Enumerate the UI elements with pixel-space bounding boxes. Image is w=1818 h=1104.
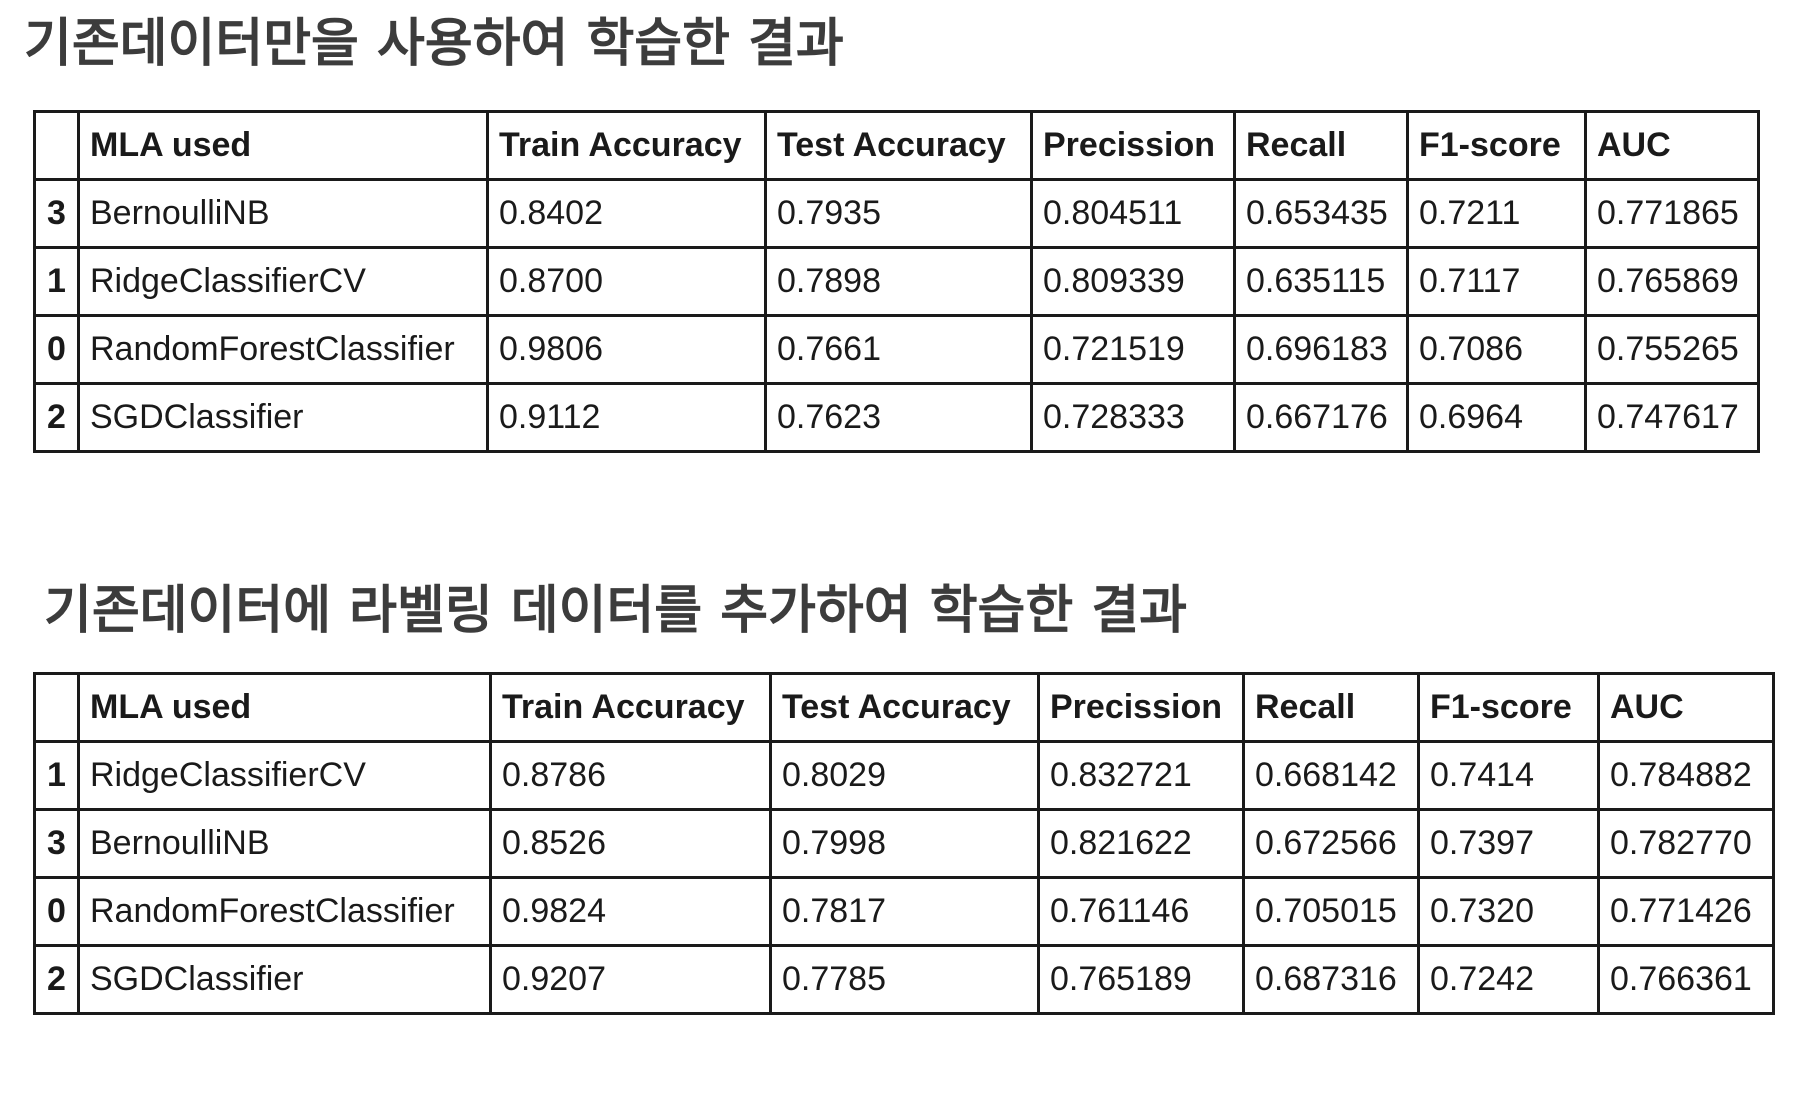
- index-header: [33, 110, 80, 181]
- cell-train-accuracy: 0.9112: [486, 382, 767, 453]
- column-header-train-accuracy: Train Accuracy: [486, 110, 767, 181]
- cell-precission: 0.761146: [1037, 876, 1245, 947]
- cell-train-accuracy: 0.9207: [489, 944, 772, 1015]
- column-header-train-accuracy: Train Accuracy: [489, 672, 772, 743]
- cell-precission: 0.721519: [1030, 314, 1236, 385]
- results-table-baseline: MLA used Train Accuracy Test Accuracy Pr…: [33, 110, 1760, 453]
- row-index: 0: [33, 314, 80, 385]
- cell-train-accuracy: 0.8700: [486, 246, 767, 317]
- cell-test-accuracy: 0.7935: [764, 178, 1033, 249]
- table-row: 0 RandomForestClassifier 0.9806 0.7661 0…: [33, 314, 1760, 385]
- cell-test-accuracy: 0.7661: [764, 314, 1033, 385]
- cell-precission: 0.765189: [1037, 944, 1245, 1015]
- cell-recall: 0.687316: [1242, 944, 1420, 1015]
- column-header-mla-used: MLA used: [77, 110, 489, 181]
- table-header-row: MLA used Train Accuracy Test Accuracy Pr…: [33, 672, 1775, 743]
- row-index: 2: [33, 382, 80, 453]
- column-header-recall: Recall: [1242, 672, 1420, 743]
- cell-train-accuracy: 0.9824: [489, 876, 772, 947]
- cell-precission: 0.728333: [1030, 382, 1236, 453]
- section-title-baseline: 기존데이터만을 사용하여 학습한 결과: [24, 14, 844, 74]
- cell-test-accuracy: 0.7898: [764, 246, 1033, 317]
- cell-test-accuracy: 0.7998: [769, 808, 1040, 879]
- cell-f1-score: 0.7242: [1417, 944, 1600, 1015]
- cell-mla-used: RandomForestClassifier: [77, 314, 489, 385]
- row-index: 2: [33, 944, 80, 1015]
- column-header-recall: Recall: [1233, 110, 1409, 181]
- cell-auc: 0.782770: [1597, 808, 1775, 879]
- section-title-augmented: 기존데이터에 라벨링 데이터를 추가하여 학습한 결과: [44, 581, 1187, 641]
- cell-mla-used: RidgeClassifierCV: [77, 740, 492, 811]
- table-row: 1 RidgeClassifierCV 0.8700 0.7898 0.8093…: [33, 246, 1760, 317]
- cell-f1-score: 0.7397: [1417, 808, 1600, 879]
- row-index: 1: [33, 740, 80, 811]
- column-header-mla-used: MLA used: [77, 672, 492, 743]
- cell-f1-score: 0.7211: [1406, 178, 1587, 249]
- index-header: [33, 672, 80, 743]
- cell-f1-score: 0.7414: [1417, 740, 1600, 811]
- cell-f1-score: 0.6964: [1406, 382, 1587, 453]
- table-row: 2 SGDClassifier 0.9207 0.7785 0.765189 0…: [33, 944, 1775, 1015]
- cell-auc: 0.771865: [1584, 178, 1760, 249]
- row-index: 3: [33, 808, 80, 879]
- cell-mla-used: SGDClassifier: [77, 382, 489, 453]
- cell-mla-used: SGDClassifier: [77, 944, 492, 1015]
- table-row: 3 BernoulliNB 0.8402 0.7935 0.804511 0.6…: [33, 178, 1760, 249]
- cell-train-accuracy: 0.8786: [489, 740, 772, 811]
- column-header-precission: Precission: [1030, 110, 1236, 181]
- cell-precission: 0.832721: [1037, 740, 1245, 811]
- table-row: 3 BernoulliNB 0.8526 0.7998 0.821622 0.6…: [33, 808, 1775, 879]
- cell-mla-used: RandomForestClassifier: [77, 876, 492, 947]
- cell-mla-used: BernoulliNB: [77, 178, 489, 249]
- cell-precission: 0.804511: [1030, 178, 1236, 249]
- table-row: 1 RidgeClassifierCV 0.8786 0.8029 0.8327…: [33, 740, 1775, 811]
- cell-f1-score: 0.7117: [1406, 246, 1587, 317]
- column-header-f1-score: F1-score: [1417, 672, 1600, 743]
- column-header-f1-score: F1-score: [1406, 110, 1587, 181]
- cell-auc: 0.771426: [1597, 876, 1775, 947]
- cell-precission: 0.821622: [1037, 808, 1245, 879]
- row-index: 0: [33, 876, 80, 947]
- cell-auc: 0.784882: [1597, 740, 1775, 811]
- cell-recall: 0.667176: [1233, 382, 1409, 453]
- column-header-test-accuracy: Test Accuracy: [769, 672, 1040, 743]
- cell-train-accuracy: 0.8526: [489, 808, 772, 879]
- cell-recall: 0.705015: [1242, 876, 1420, 947]
- cell-recall: 0.696183: [1233, 314, 1409, 385]
- cell-train-accuracy: 0.9806: [486, 314, 767, 385]
- cell-test-accuracy: 0.7785: [769, 944, 1040, 1015]
- column-header-auc: AUC: [1584, 110, 1760, 181]
- cell-recall: 0.668142: [1242, 740, 1420, 811]
- cell-train-accuracy: 0.8402: [486, 178, 767, 249]
- table-header-row: MLA used Train Accuracy Test Accuracy Pr…: [33, 110, 1760, 181]
- cell-test-accuracy: 0.7817: [769, 876, 1040, 947]
- column-header-test-accuracy: Test Accuracy: [764, 110, 1033, 181]
- column-header-auc: AUC: [1597, 672, 1775, 743]
- row-index: 3: [33, 178, 80, 249]
- cell-recall: 0.672566: [1242, 808, 1420, 879]
- row-index: 1: [33, 246, 80, 317]
- table-row: 0 RandomForestClassifier 0.9824 0.7817 0…: [33, 876, 1775, 947]
- cell-auc: 0.766361: [1597, 944, 1775, 1015]
- cell-auc: 0.747617: [1584, 382, 1760, 453]
- cell-f1-score: 0.7320: [1417, 876, 1600, 947]
- cell-test-accuracy: 0.8029: [769, 740, 1040, 811]
- column-header-precission: Precission: [1037, 672, 1245, 743]
- cell-mla-used: BernoulliNB: [77, 808, 492, 879]
- cell-recall: 0.653435: [1233, 178, 1409, 249]
- cell-auc: 0.755265: [1584, 314, 1760, 385]
- cell-f1-score: 0.7086: [1406, 314, 1587, 385]
- cell-mla-used: RidgeClassifierCV: [77, 246, 489, 317]
- cell-test-accuracy: 0.7623: [764, 382, 1033, 453]
- cell-precission: 0.809339: [1030, 246, 1236, 317]
- table-row: 2 SGDClassifier 0.9112 0.7623 0.728333 0…: [33, 382, 1760, 453]
- cell-auc: 0.765869: [1584, 246, 1760, 317]
- results-table-augmented: MLA used Train Accuracy Test Accuracy Pr…: [33, 672, 1775, 1015]
- cell-recall: 0.635115: [1233, 246, 1409, 317]
